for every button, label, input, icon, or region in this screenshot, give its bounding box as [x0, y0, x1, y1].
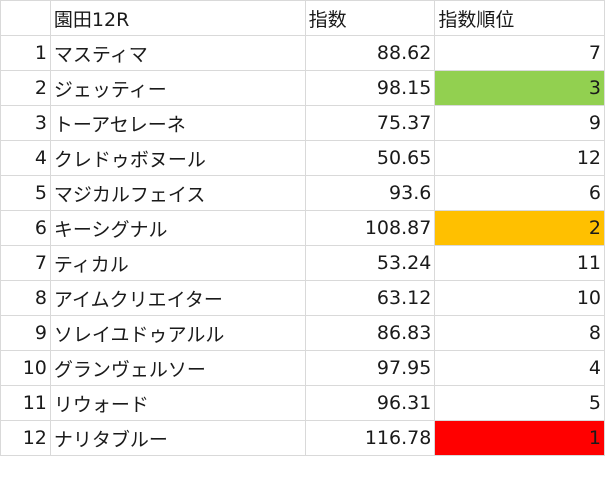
horse-name-cell[interactable]: ジェッティー [49, 70, 306, 106]
row-number-cell[interactable]: 9 [0, 315, 51, 351]
sheet-body: 園田12R 指数 指数順位 1 マスティマ 88.62 7 2 ジェッティー 98.15 3 3… [0, 0, 605, 456]
row-number-cell[interactable]: 2 [0, 70, 51, 106]
index-value-cell[interactable]: 53.24 [304, 245, 436, 281]
table-row: 10 グランヴェルソー 97.95 4 [0, 350, 605, 386]
header-cell-index[interactable]: 指数 [304, 0, 436, 36]
table-row: 5 マジカルフェイス 93.6 6 [0, 175, 605, 211]
index-rank-cell[interactable]: 11 [434, 245, 605, 281]
index-value-cell[interactable]: 75.37 [304, 105, 436, 141]
index-rank-cell[interactable]: 5 [434, 385, 605, 421]
table-row: 1 マスティマ 88.62 7 [0, 35, 605, 71]
row-number-cell[interactable]: 5 [0, 175, 51, 211]
horse-name-cell[interactable]: リウォード [49, 385, 306, 421]
row-number-cell[interactable]: 6 [0, 210, 51, 246]
index-value-cell[interactable]: 86.83 [304, 315, 436, 351]
row-number-cell[interactable]: 12 [0, 420, 51, 456]
index-rank-cell[interactable]: 7 [434, 35, 605, 71]
table-row: 4 クレドゥボヌール 50.65 12 [0, 140, 605, 176]
horse-name-cell[interactable]: ティカル [49, 245, 306, 281]
index-rank-cell[interactable]: 10 [434, 280, 605, 316]
header-cell-race[interactable]: 園田12R [49, 0, 306, 36]
horse-name-cell[interactable]: マスティマ [49, 35, 306, 71]
row-number-cell[interactable]: 1 [0, 35, 51, 71]
index-rank-cell[interactable]: 2 [434, 210, 605, 246]
index-rank-cell[interactable]: 4 [434, 350, 605, 386]
spreadsheet-grid: 園田12R 指数 指数順位 1 マスティマ 88.62 7 2 ジェッティー 98.15 3 3… [0, 0, 605, 456]
index-value-cell[interactable]: 50.65 [304, 140, 436, 176]
row-number-cell[interactable]: 3 [0, 105, 51, 141]
index-rank-cell[interactable]: 9 [434, 105, 605, 141]
index-value-cell[interactable]: 116.78 [304, 420, 436, 456]
index-value-cell[interactable]: 88.62 [304, 35, 436, 71]
table-row: 11 リウォード 96.31 5 [0, 385, 605, 421]
horse-name-cell[interactable]: アイムクリエイター [49, 280, 306, 316]
index-rank-cell[interactable]: 3 [434, 70, 605, 106]
horse-name-cell[interactable]: グランヴェルソー [49, 350, 306, 386]
index-value-cell[interactable]: 63.12 [304, 280, 436, 316]
horse-name-cell[interactable]: マジカルフェイス [49, 175, 306, 211]
index-value-cell[interactable]: 108.87 [304, 210, 436, 246]
index-value-cell[interactable]: 97.95 [304, 350, 436, 386]
index-value-cell[interactable]: 98.15 [304, 70, 436, 106]
header-cell-no[interactable] [0, 0, 51, 36]
table-row: 7 ティカル 53.24 11 [0, 245, 605, 281]
horse-name-cell[interactable]: クレドゥボヌール [49, 140, 306, 176]
horse-name-cell[interactable]: ソレイユドゥアルル [49, 315, 306, 351]
table-row: 12 ナリタブルー 116.78 1 [0, 420, 605, 456]
row-number-cell[interactable]: 11 [0, 385, 51, 421]
row-number-cell[interactable]: 4 [0, 140, 51, 176]
index-rank-cell[interactable]: 1 [434, 420, 605, 456]
index-rank-cell[interactable]: 6 [434, 175, 605, 211]
index-rank-cell[interactable]: 12 [434, 140, 605, 176]
table-row: 6 キーシグナル 108.87 2 [0, 210, 605, 246]
table-row: 3 トーアセレーネ 75.37 9 [0, 105, 605, 141]
row-number-cell[interactable]: 10 [0, 350, 51, 386]
table-row: 9 ソレイユドゥアルル 86.83 8 [0, 315, 605, 351]
horse-name-cell[interactable]: トーアセレーネ [49, 105, 306, 141]
table-row: 2 ジェッティー 98.15 3 [0, 70, 605, 106]
table-row: 8 アイムクリエイター 63.12 10 [0, 280, 605, 316]
horse-name-cell[interactable]: ナリタブルー [49, 420, 306, 456]
index-rank-cell[interactable]: 8 [434, 315, 605, 351]
header-row: 園田12R 指数 指数順位 [0, 0, 605, 36]
index-value-cell[interactable]: 93.6 [304, 175, 436, 211]
row-number-cell[interactable]: 8 [0, 280, 51, 316]
header-cell-rank[interactable]: 指数順位 [434, 0, 605, 36]
index-value-cell[interactable]: 96.31 [304, 385, 436, 421]
row-number-cell[interactable]: 7 [0, 245, 51, 281]
horse-name-cell[interactable]: キーシグナル [49, 210, 306, 246]
